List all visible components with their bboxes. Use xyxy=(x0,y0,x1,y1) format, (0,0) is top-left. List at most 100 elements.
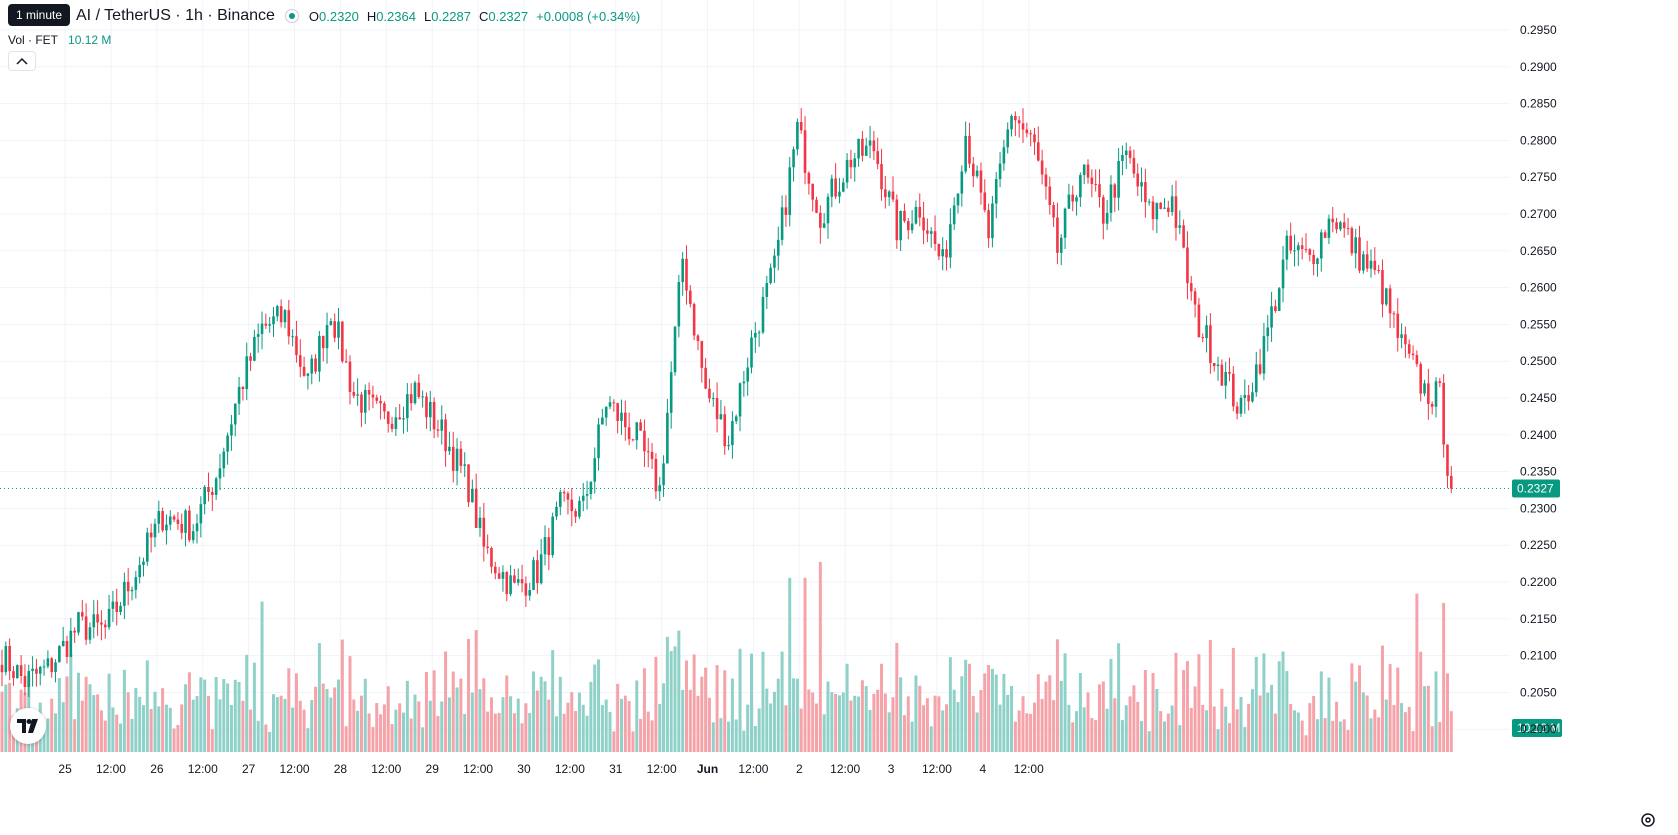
candle-body xyxy=(1140,182,1143,187)
price-tick-label: 0.2600 xyxy=(1520,281,1557,295)
candle-body xyxy=(1384,288,1388,305)
candle-body xyxy=(1178,225,1182,228)
volume-bar xyxy=(1090,718,1094,752)
volume-bar xyxy=(837,695,841,752)
candle-body xyxy=(1075,197,1078,202)
time-tick-label: 2 xyxy=(796,762,803,776)
candle-body xyxy=(532,560,535,590)
volume-bar xyxy=(730,678,734,752)
volume-bar xyxy=(1442,602,1446,752)
volume-bar xyxy=(868,709,872,752)
candle-body xyxy=(459,448,463,466)
volume-bar xyxy=(1312,696,1316,752)
candle-body xyxy=(658,485,662,492)
volume-bar xyxy=(1415,593,1419,752)
volume-bar xyxy=(1262,653,1266,752)
time-axis[interactable]: 25 12:00 26 12:00 27 12:00 28 12:00 29 12:00 30 12:… xyxy=(58,762,1044,776)
volume-bar xyxy=(344,726,348,752)
candle-body xyxy=(207,486,210,492)
candle-body xyxy=(1411,353,1415,356)
volume-bar xyxy=(665,636,669,752)
price-axis[interactable]: 0.2950 0.2900 0.2850 0.2800 0.2750 0.2700 0.26… xyxy=(1520,23,1557,736)
candle-body xyxy=(249,356,252,361)
volume-bar xyxy=(1071,722,1075,752)
price-tick-label: 0.2300 xyxy=(1520,501,1557,515)
volume-bar xyxy=(141,705,145,752)
volume-bar xyxy=(455,687,459,752)
volume-bar xyxy=(1174,652,1178,752)
volume-bar xyxy=(509,696,513,752)
volume-bar xyxy=(386,686,390,752)
candle-body xyxy=(1082,164,1086,176)
candle-body xyxy=(1010,115,1013,130)
candle-body xyxy=(1293,250,1296,252)
volume-bar xyxy=(1010,685,1014,752)
volume-label[interactable]: Vol · FET xyxy=(8,33,59,47)
volume-bar xyxy=(948,657,952,752)
candle-body xyxy=(1400,334,1403,338)
candle-body xyxy=(1446,444,1449,476)
volume-bar xyxy=(623,695,627,752)
volume-bar xyxy=(654,656,658,752)
candle-body xyxy=(363,390,367,413)
volume-bar xyxy=(340,639,344,752)
volume-bar xyxy=(409,718,413,752)
volume-bar xyxy=(1151,672,1155,752)
volume-bar xyxy=(1105,708,1109,752)
volume-bar xyxy=(314,686,318,752)
volume-bar xyxy=(153,691,157,752)
settings-gear-icon[interactable] xyxy=(1638,810,1658,830)
candle-body xyxy=(520,579,524,584)
candle-body xyxy=(960,171,964,194)
volume-bars xyxy=(0,562,1453,752)
price-tick-label: 0.2050 xyxy=(1520,685,1557,699)
candle-body xyxy=(474,488,478,528)
volume-bar xyxy=(1124,705,1128,752)
candle-body xyxy=(895,199,899,241)
collapse-legend-button[interactable] xyxy=(8,51,36,71)
volume-bar xyxy=(1170,705,1174,752)
candle-body xyxy=(857,138,860,159)
candle-body xyxy=(199,504,203,524)
volume-bar xyxy=(811,692,815,752)
volume-bar xyxy=(956,702,960,752)
time-tick-label: 12:00 xyxy=(555,762,585,776)
candle-body xyxy=(708,388,711,399)
volume-bar xyxy=(321,683,325,752)
tradingview-logo-icon[interactable] xyxy=(10,708,46,744)
candle-body xyxy=(482,517,486,547)
volume-bar xyxy=(929,726,933,752)
candle-body xyxy=(0,664,4,673)
market-status-icon[interactable] xyxy=(284,9,299,23)
volume-bar xyxy=(493,713,497,752)
volume-bar xyxy=(547,699,551,752)
candle-body xyxy=(161,511,164,531)
symbol-title[interactable]: AI / TetherUS · 1h · Binance xyxy=(76,7,275,24)
volume-bar xyxy=(554,716,558,752)
candle-body xyxy=(31,668,34,671)
candle-body xyxy=(314,358,317,372)
volume-bar xyxy=(272,694,276,752)
candle-body xyxy=(1094,184,1097,186)
candle-body xyxy=(864,145,868,156)
candle-body xyxy=(119,605,122,612)
volume-bar xyxy=(317,643,321,752)
candle-body xyxy=(123,581,126,606)
volume-bar xyxy=(54,713,58,752)
candle-body xyxy=(1419,364,1423,394)
candle-body xyxy=(12,671,15,679)
price-tick-label: 0.2700 xyxy=(1520,207,1557,221)
candle-body xyxy=(321,335,325,349)
volume-bar xyxy=(558,676,562,752)
candle-body xyxy=(100,622,103,625)
candle-body xyxy=(601,417,604,425)
candle-body xyxy=(952,205,956,225)
candle-body xyxy=(444,419,447,452)
volume-bar xyxy=(1017,710,1021,752)
volume-bar xyxy=(428,700,432,752)
candle-body xyxy=(46,658,50,667)
volume-bar xyxy=(0,691,4,752)
volume-bar xyxy=(134,687,138,752)
volume-bar xyxy=(424,672,428,752)
